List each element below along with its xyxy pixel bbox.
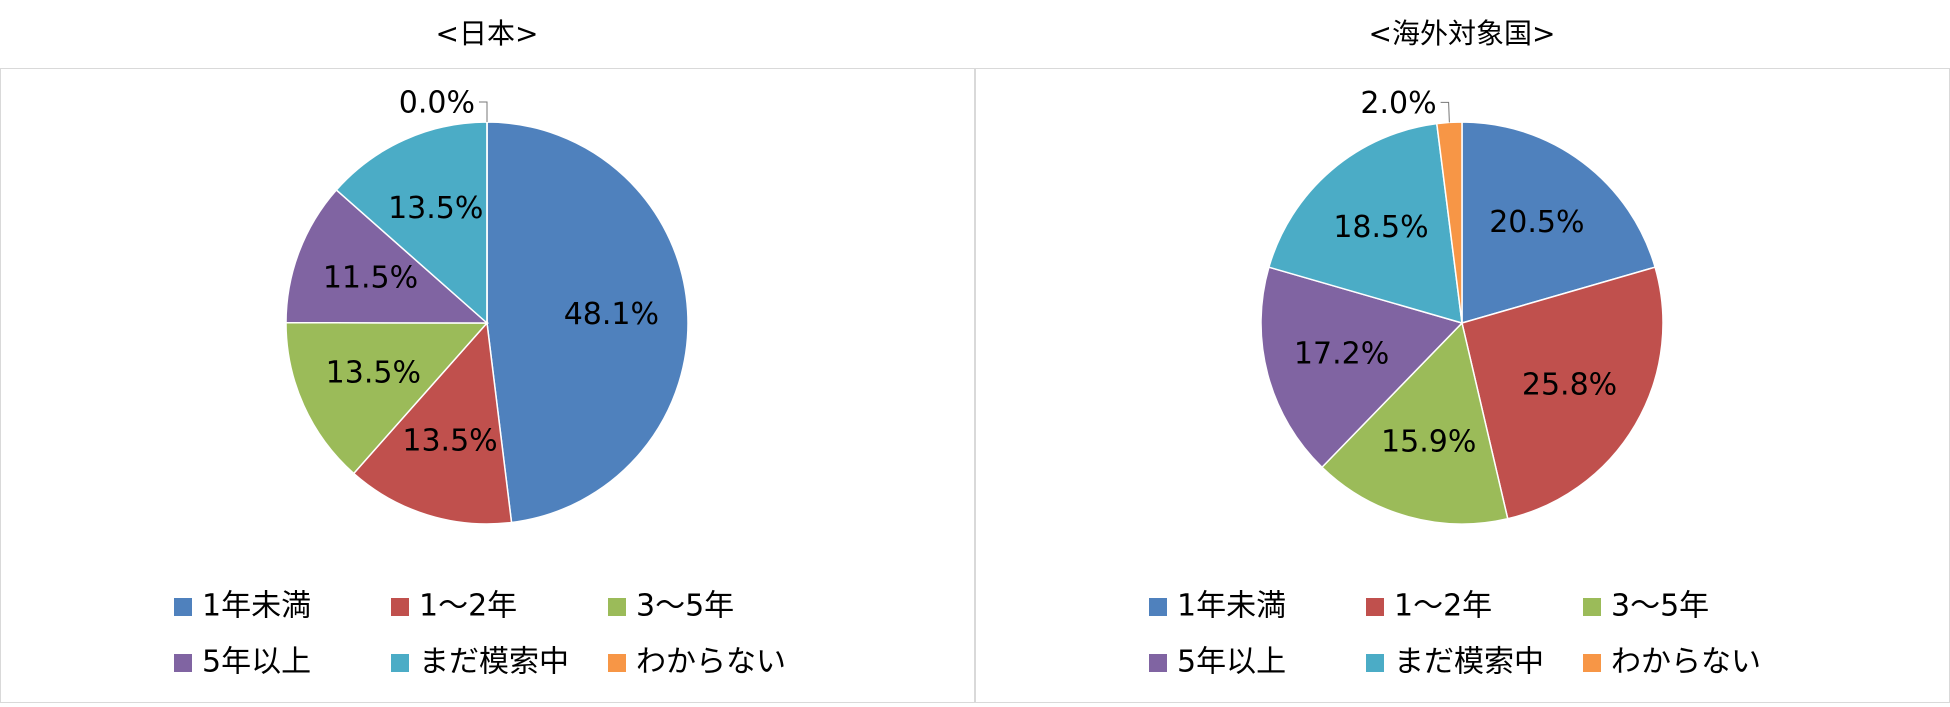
pie-slice <box>1461 121 1657 324</box>
legend-label: 1～2年 <box>1394 589 1492 624</box>
pie-slice <box>352 321 513 525</box>
legend-label: 1～2年 <box>419 589 517 624</box>
legend-label: まだ模索中 <box>419 645 569 680</box>
legend-label: 1年未満 <box>1177 589 1286 624</box>
data-label: 13.5% <box>388 191 483 226</box>
data-label: 11.5% <box>323 260 418 295</box>
data-label: 13.5% <box>402 424 497 459</box>
data-label: 20.5% <box>1489 205 1584 240</box>
pie-slice <box>285 321 489 475</box>
data-label: 18.5% <box>1333 210 1428 245</box>
legend-label: わからない <box>636 645 786 680</box>
legend-label: 3～5年 <box>1611 589 1709 624</box>
data-label: 25.8% <box>1522 367 1617 402</box>
data-label: 15.9% <box>1381 425 1476 460</box>
data-label: 17.2% <box>1294 336 1389 371</box>
legend-label: まだ模索中 <box>1394 645 1544 680</box>
data-label: 0.0% <box>399 86 475 121</box>
legend-swatch <box>608 654 626 672</box>
legend-swatch <box>391 654 409 672</box>
legend-label: わからない <box>1611 645 1761 680</box>
legend-swatch <box>391 598 409 616</box>
legend-swatch <box>174 654 192 672</box>
data-label: 13.5% <box>326 356 421 391</box>
data-label: 48.1% <box>564 297 659 332</box>
leader-line <box>479 101 488 122</box>
legend-swatch <box>1366 654 1384 672</box>
pie-slice <box>486 121 689 524</box>
legend-swatch <box>1366 598 1384 616</box>
legend-swatch <box>1149 654 1167 672</box>
pie-slice <box>285 188 489 324</box>
legend-swatch <box>174 598 192 616</box>
chart-title: <日本> <box>436 17 539 50</box>
legend-swatch <box>1583 598 1601 616</box>
leader-line <box>1440 101 1450 123</box>
legend-swatch <box>1149 598 1167 616</box>
legend-label: 5年以上 <box>1177 645 1286 680</box>
pie-slice <box>1267 122 1463 325</box>
pie-slice <box>1320 321 1509 525</box>
pie-slice <box>1260 266 1464 469</box>
pie-slice <box>335 121 488 325</box>
legend-label: 1年未満 <box>202 589 311 624</box>
data-label: 2.0% <box>1360 86 1436 121</box>
legend-label: 3～5年 <box>636 589 734 624</box>
legend-swatch <box>1583 654 1601 672</box>
legend-swatch <box>608 598 626 616</box>
chart-title: <海外対象国> <box>1369 17 1556 50</box>
legend-label: 5年以上 <box>202 645 311 680</box>
pie-slice <box>1461 266 1664 520</box>
